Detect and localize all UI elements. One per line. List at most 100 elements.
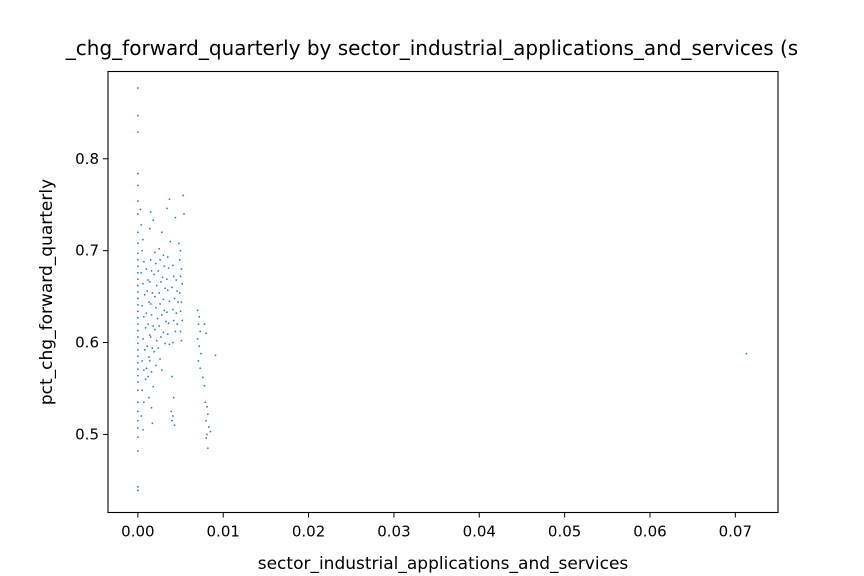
data-point <box>173 424 176 426</box>
data-point <box>137 401 139 403</box>
data-point <box>198 345 201 347</box>
data-point <box>149 360 151 362</box>
data-point <box>183 213 185 215</box>
data-point <box>162 254 165 256</box>
data-point <box>146 345 149 347</box>
data-point <box>137 450 139 452</box>
data-point <box>181 282 183 285</box>
data-point <box>137 336 139 338</box>
data-point <box>167 289 169 291</box>
data-point <box>175 312 178 314</box>
data-point <box>152 325 154 327</box>
data-point <box>149 227 151 230</box>
data-point <box>141 389 143 392</box>
y-axis-label: pct_chg_forward_quarterly <box>37 179 57 405</box>
data-point <box>137 271 139 274</box>
data-point <box>209 430 212 433</box>
x-tick-label: 0.00 <box>121 523 154 541</box>
data-point <box>147 323 149 325</box>
data-point <box>207 426 210 428</box>
data-point <box>167 267 170 269</box>
data-point <box>142 238 144 241</box>
data-point <box>137 87 139 89</box>
data-point <box>137 342 139 345</box>
data-point <box>178 242 180 245</box>
data-point <box>149 211 152 213</box>
data-point <box>179 275 182 278</box>
x-tick-label: 0.01 <box>207 523 240 541</box>
data-point <box>137 419 139 422</box>
data-point <box>162 298 165 301</box>
data-point <box>143 369 145 371</box>
y-tick-label: 0.5 <box>75 425 99 443</box>
data-point <box>161 276 164 279</box>
data-point <box>153 273 155 276</box>
data-point <box>137 323 139 325</box>
data-point <box>158 325 160 327</box>
data-point <box>149 336 152 338</box>
data-point <box>148 396 150 399</box>
data-point <box>155 364 157 367</box>
data-point <box>137 172 139 175</box>
axis-ticks: 0.00 0.01 0.02 0.03 0.04 0.05 0.06 0.07 0.5 0.6 0.… <box>75 150 752 541</box>
data-point <box>137 349 139 351</box>
y-tick-label: 0.6 <box>75 334 99 352</box>
data-point <box>204 401 207 403</box>
data-point <box>178 259 181 261</box>
data-point <box>199 367 201 370</box>
data-point <box>175 279 178 281</box>
data-point <box>137 410 139 413</box>
data-point <box>180 301 183 303</box>
data-point <box>174 330 177 333</box>
data-point <box>140 271 143 274</box>
x-tick-label: 0.04 <box>463 523 496 541</box>
data-point <box>171 419 173 422</box>
plot-frame <box>107 70 779 514</box>
data-point <box>154 328 156 331</box>
data-point <box>139 208 142 211</box>
data-point <box>178 292 181 294</box>
data-point <box>137 242 139 245</box>
data-point <box>196 309 199 312</box>
data-point <box>200 352 202 355</box>
data-point <box>144 327 147 329</box>
data-point <box>163 265 166 268</box>
data-point <box>158 248 160 250</box>
data-point <box>166 207 168 210</box>
data-point <box>172 341 174 344</box>
data-point <box>137 436 139 438</box>
data-point <box>137 329 139 332</box>
data-point <box>207 447 209 449</box>
data-point <box>205 332 207 335</box>
y-tick-label: 0.8 <box>75 150 99 168</box>
data-point <box>179 249 182 252</box>
data-point <box>165 320 167 323</box>
data-point <box>169 240 172 243</box>
data-point <box>172 308 174 311</box>
data-point <box>148 301 150 303</box>
data-point <box>167 322 170 324</box>
data-point <box>137 374 139 377</box>
data-point <box>137 259 139 261</box>
data-point <box>177 301 179 303</box>
data-point <box>171 286 173 289</box>
data-point <box>147 279 149 281</box>
data-point <box>137 389 139 392</box>
data-point <box>197 323 200 325</box>
data-point <box>172 396 175 399</box>
x-tick-label: 0.05 <box>548 523 581 541</box>
data-point <box>168 198 171 200</box>
data-point <box>164 287 166 290</box>
data-point <box>176 290 178 292</box>
data-point <box>160 281 162 283</box>
data-point <box>161 314 163 316</box>
data-point <box>143 349 146 351</box>
data-point <box>161 231 163 234</box>
data-point <box>137 310 139 313</box>
data-point <box>137 200 139 202</box>
data-point <box>140 224 143 226</box>
chart-title: _chg_forward_quarterly by sector_industr… <box>65 36 798 60</box>
data-point <box>157 347 160 349</box>
